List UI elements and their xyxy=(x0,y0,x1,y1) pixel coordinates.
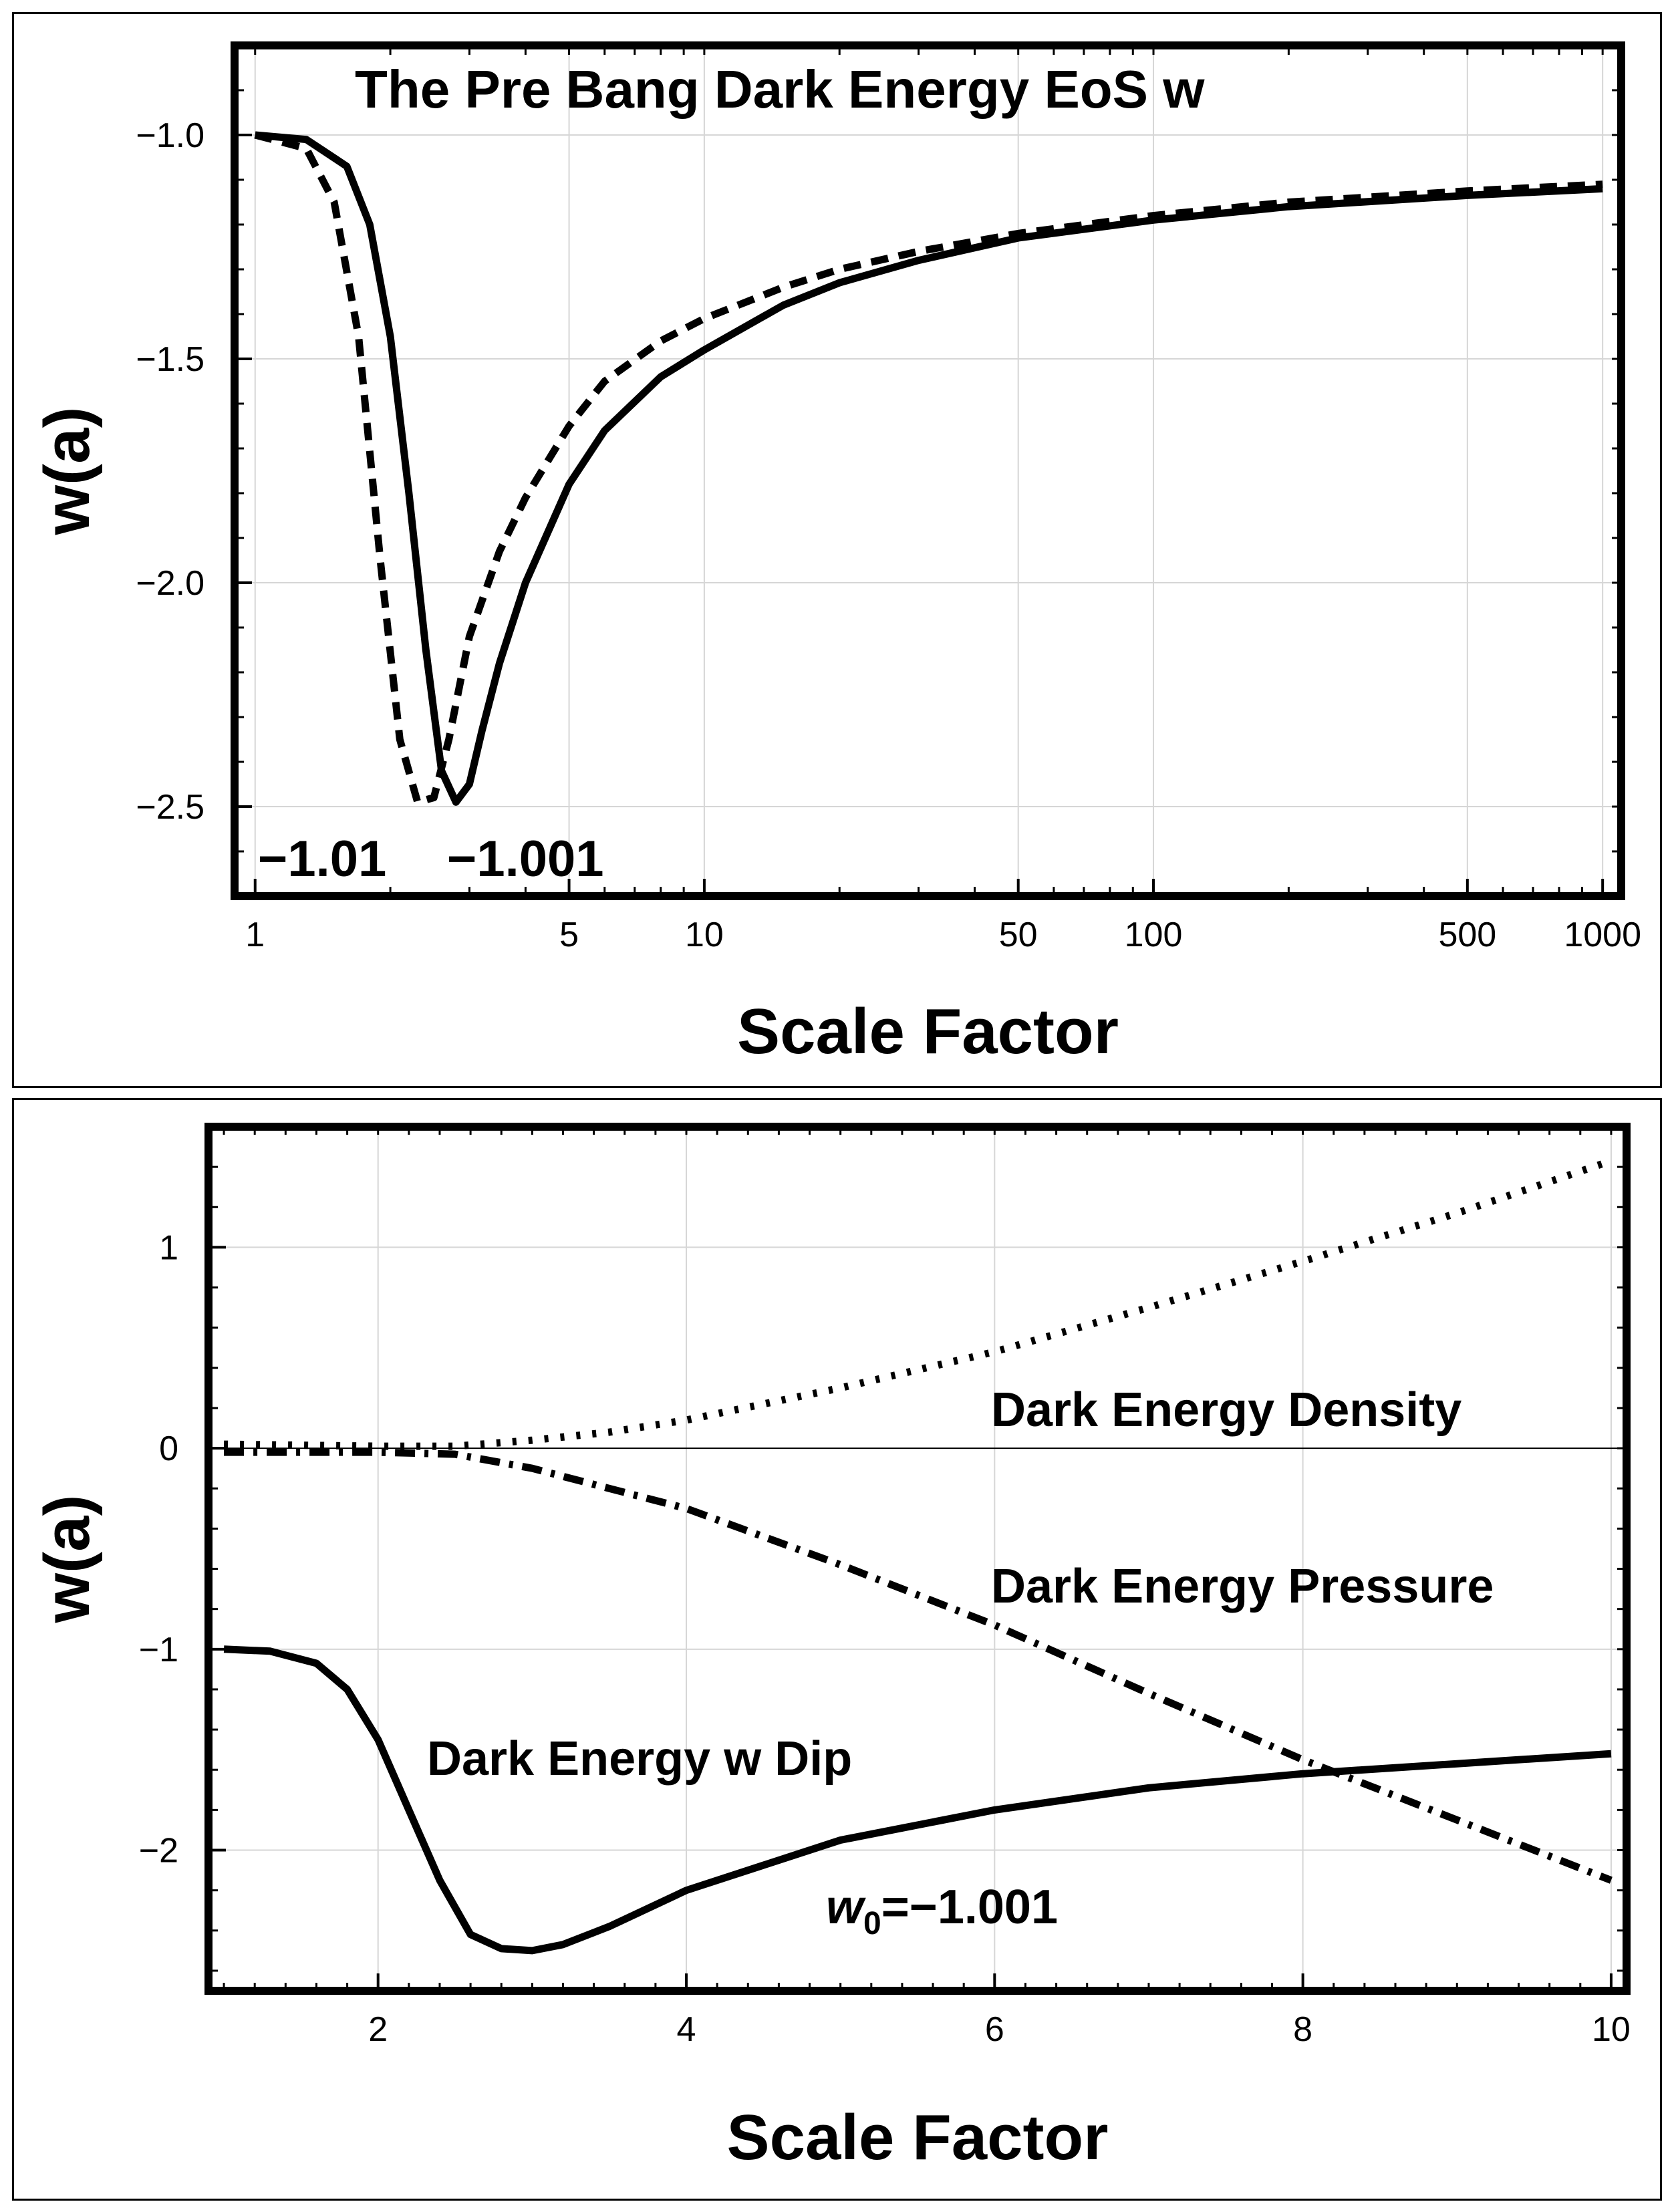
plot-frame xyxy=(204,1123,1631,1995)
label-dark-energy-pressure: Dark Energy Pressure xyxy=(991,1560,1494,1613)
annotation-minus-1-01: −1.01 xyxy=(258,831,386,887)
series-line-1 xyxy=(224,1448,1613,1884)
x-tick-label: 500 xyxy=(1438,916,1496,954)
chart-title: The Pre Bang Dark Energy EoS w xyxy=(355,59,1205,119)
x-tick-label: 4 xyxy=(677,2010,696,2049)
top-chart-panel: 1 5 10 50 100 500 1000 −1.0 −1.5 −2.0 −2.5 Scale Fa… xyxy=(12,12,1662,1088)
series-line-1 xyxy=(255,131,1603,806)
y-tick-label: 1 xyxy=(159,1228,178,1267)
x-tick-label: 2 xyxy=(368,2010,388,2049)
y-tick-label: 0 xyxy=(159,1429,178,1468)
x-tick-label: 50 xyxy=(999,916,1038,954)
series-line-2 xyxy=(223,1645,1612,1955)
label-dark-energy-density: Dark Energy Density xyxy=(991,1383,1461,1437)
w0-value: =−1.001 xyxy=(881,1881,1058,1934)
y-axis-title: w(a) xyxy=(31,1495,103,1624)
x-tick-label: 8 xyxy=(1293,2010,1312,2049)
y-tick-label: −2.0 xyxy=(136,564,204,603)
eos-log-chart: 1 5 10 50 100 500 1000 −1.0 −1.5 −2.0 −2.5 Scale Fa… xyxy=(31,41,1641,1067)
x-tick-label: 100 xyxy=(1125,916,1183,954)
series-line-0 xyxy=(254,131,1603,806)
x-tick-label: 10 xyxy=(1592,2010,1631,2049)
x-tick-label: 5 xyxy=(559,916,579,954)
plot-frame xyxy=(231,41,1625,900)
annotation-minus-1-001: −1.001 xyxy=(447,831,604,887)
w0-subscript: 0 xyxy=(863,1906,881,1941)
bottom-chart-panel: 2 4 6 8 10 1 0 −1 −2 Scale Factor w(a) Dark Energy … xyxy=(12,1098,1662,2201)
y-tick-label: −2 xyxy=(139,1832,178,1871)
y-tick-label: −2.5 xyxy=(136,788,204,827)
label-w0: w0=−1.001 xyxy=(826,1881,1058,1941)
x-tick-label: 1000 xyxy=(1564,916,1641,954)
x-tick-label: 10 xyxy=(685,916,724,954)
x-tick-label: 1 xyxy=(245,916,265,954)
y-axis-title: w(a) xyxy=(31,407,103,536)
y-tick-label: −1.5 xyxy=(136,340,204,379)
w0-symbol: w xyxy=(826,1881,866,1934)
x-axis-title: Scale Factor xyxy=(737,996,1119,1067)
label-dark-energy-w-dip: Dark Energy w Dip xyxy=(427,1732,852,1786)
x-tick-label: 6 xyxy=(985,2010,1004,2049)
x-axis-title: Scale Factor xyxy=(727,2102,1109,2173)
y-tick-label: −1.0 xyxy=(136,116,204,155)
y-tick-label: −1 xyxy=(139,1631,178,1669)
